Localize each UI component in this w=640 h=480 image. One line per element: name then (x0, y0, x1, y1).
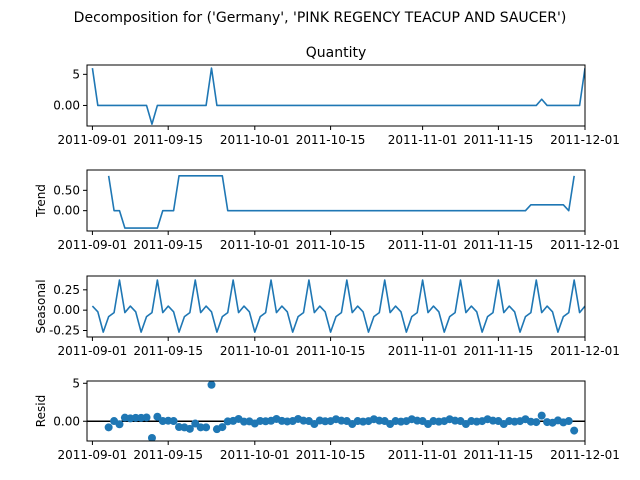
x-tick-label: 2011-10-01 (220, 133, 290, 147)
resid-point (564, 417, 573, 426)
plot-area-observed (91, 67, 585, 125)
y-tick-label: 5 (72, 67, 80, 81)
x-tick-label: 2011-09-01 (58, 448, 128, 462)
panel-seasonal: -0.25 0.00 0.25 2011-09-01 2011-09-15 2011-10… (34, 275, 620, 358)
x-tick-label: 2011-12-01 (550, 133, 620, 147)
resid-point (207, 381, 216, 389)
resid-point (202, 423, 211, 432)
x-tick-label: 2011-09-01 (58, 344, 128, 358)
x-tick-label: 2011-09-15 (133, 238, 203, 252)
x-tick-label: 2011-10-01 (220, 344, 290, 358)
resid-point (153, 412, 162, 421)
plot-area-trend (107, 175, 575, 229)
y-axis-label-seasonal: Seasonal (34, 279, 48, 333)
resid-point (532, 418, 541, 427)
figure-suptitle: Decomposition for ('Germany', 'PINK REGE… (74, 10, 567, 26)
y-tick-label: 5 (72, 376, 80, 390)
y-tick-label: 0.50 (53, 183, 80, 197)
panel-trend: 0.00 0.50 2011-09-01 2011-09-15 2011-10-01 20… (34, 169, 620, 252)
plot-area-resid (87, 381, 585, 441)
axes-frame-trend (86, 169, 586, 232)
x-tick-label: 2011-09-01 (58, 133, 128, 147)
y-axis-label-resid: Resid (34, 395, 48, 427)
y-axis-label-trend: Trend (34, 184, 48, 218)
x-tick-label: 2011-11-15 (464, 238, 534, 252)
axes-frame-observed (86, 64, 586, 127)
x-tick-label: 2011-09-15 (133, 133, 203, 147)
x-tick-label: 2011-10-15 (296, 448, 366, 462)
x-tick-label: 2011-11-15 (464, 133, 534, 147)
resid-point (115, 420, 124, 429)
resid-point (142, 413, 151, 422)
series-line-trend (107, 175, 575, 229)
y-tick-label: 0.25 (53, 283, 80, 297)
x-tick-label: 2011-11-01 (388, 344, 458, 358)
x-tick-label: 2011-10-15 (296, 133, 366, 147)
x-tick-label: 2011-12-01 (550, 448, 620, 462)
x-tick-label: 2011-11-15 (464, 448, 534, 462)
x-tick-label: 2011-10-15 (296, 238, 366, 252)
x-tick-label: 2011-10-15 (296, 344, 366, 358)
y-tick-label: 0.00 (53, 204, 80, 218)
x-tick-label: 2011-12-01 (550, 344, 620, 358)
x-tick-label: 2011-11-15 (464, 344, 534, 358)
x-tick-label: 2011-10-01 (220, 448, 290, 462)
plot-area-seasonal (91, 279, 585, 333)
panel-resid: 0.00 5 2011-09-01 2011-09-15 2011-10-01 2011-… (34, 376, 620, 462)
x-tick-label: 2011-11-01 (388, 238, 458, 252)
x-tick-label: 2011-12-01 (550, 238, 620, 252)
resid-point (185, 424, 194, 433)
x-tick-label: 2011-09-01 (58, 238, 128, 252)
y-tick-label: -0.25 (49, 323, 80, 337)
x-tick-label: 2011-10-01 (220, 238, 290, 252)
panel-observed: 0.00 5 2011-09-01 2011-09-15 2011-10-01 2011-… (53, 45, 620, 147)
x-tick-label: 2011-11-01 (388, 448, 458, 462)
resid-point (570, 426, 579, 435)
resid-point (147, 433, 156, 441)
resid-point (218, 423, 227, 432)
x-tick-label: 2011-11-01 (388, 133, 458, 147)
x-tick-label: 2011-09-15 (133, 344, 203, 358)
y-tick-label: 0.00 (53, 414, 80, 428)
series-line-observed (91, 67, 585, 125)
y-tick-label: 0.00 (53, 303, 80, 317)
series-line-seasonal (91, 279, 585, 333)
resid-point (104, 423, 113, 432)
y-tick-label: 0.00 (53, 98, 80, 112)
axes-frame-seasonal (86, 275, 586, 338)
resid-point (169, 417, 178, 426)
resid-point (537, 411, 546, 420)
panel-title: Quantity (306, 45, 367, 61)
x-tick-label: 2011-09-15 (133, 448, 203, 462)
axes-frame-resid (86, 380, 586, 442)
